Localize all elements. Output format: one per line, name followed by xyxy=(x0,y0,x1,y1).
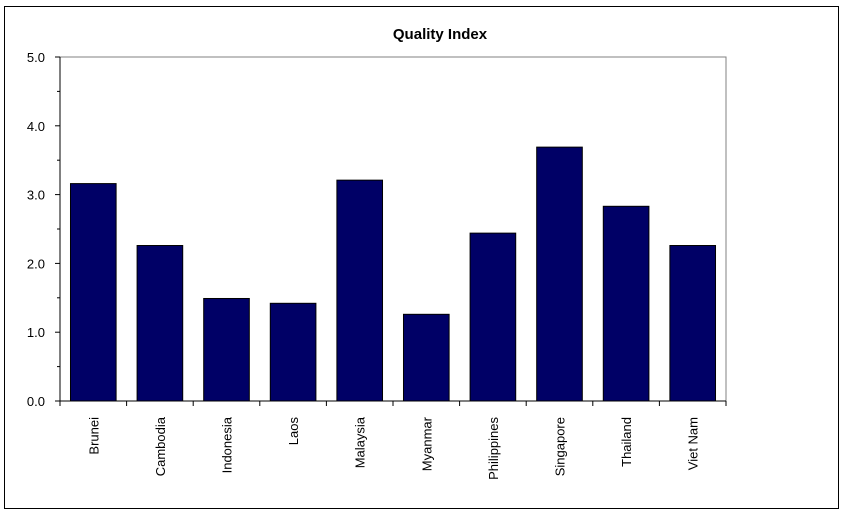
bar-singapore xyxy=(536,146,583,402)
x-category-label: Myanmar xyxy=(419,416,434,471)
bar-malaysia xyxy=(336,179,384,402)
bar-laos xyxy=(269,302,317,402)
x-category-label: Singapore xyxy=(553,417,568,476)
x-category-label: Philippines xyxy=(486,417,501,480)
y-tick-label: 4.0 xyxy=(27,119,45,134)
y-tick-label: 1.0 xyxy=(27,325,45,340)
bar-brunei xyxy=(69,183,117,402)
y-tick-label: 3.0 xyxy=(27,188,45,203)
bar-philippines xyxy=(469,232,517,402)
y-tick-label: 0.0 xyxy=(27,394,45,409)
chart-title: Quality Index xyxy=(393,26,488,43)
x-category-label: Viet Nam xyxy=(686,417,701,470)
bar-viet-nam xyxy=(669,245,717,402)
bar-myanmar xyxy=(402,313,450,402)
x-category-label: Malaysia xyxy=(353,416,368,468)
bar-thailand xyxy=(602,205,650,402)
bar-indonesia xyxy=(203,297,250,402)
x-category-label: Laos xyxy=(286,417,301,446)
y-tick-label: 5.0 xyxy=(27,50,45,65)
x-category-label: Indonesia xyxy=(220,416,235,473)
y-tick-label: 2.0 xyxy=(27,256,45,271)
x-category-label: Cambodia xyxy=(153,416,168,476)
plot-area: 0.0 1.0 2.0 3.0 4.0 5.0 Brunei Cambodia Indonesi… xyxy=(27,50,727,480)
x-category-label: Thailand xyxy=(619,417,634,467)
x-category-label: Brunei xyxy=(86,417,101,455)
bar-cambodia xyxy=(136,245,184,402)
